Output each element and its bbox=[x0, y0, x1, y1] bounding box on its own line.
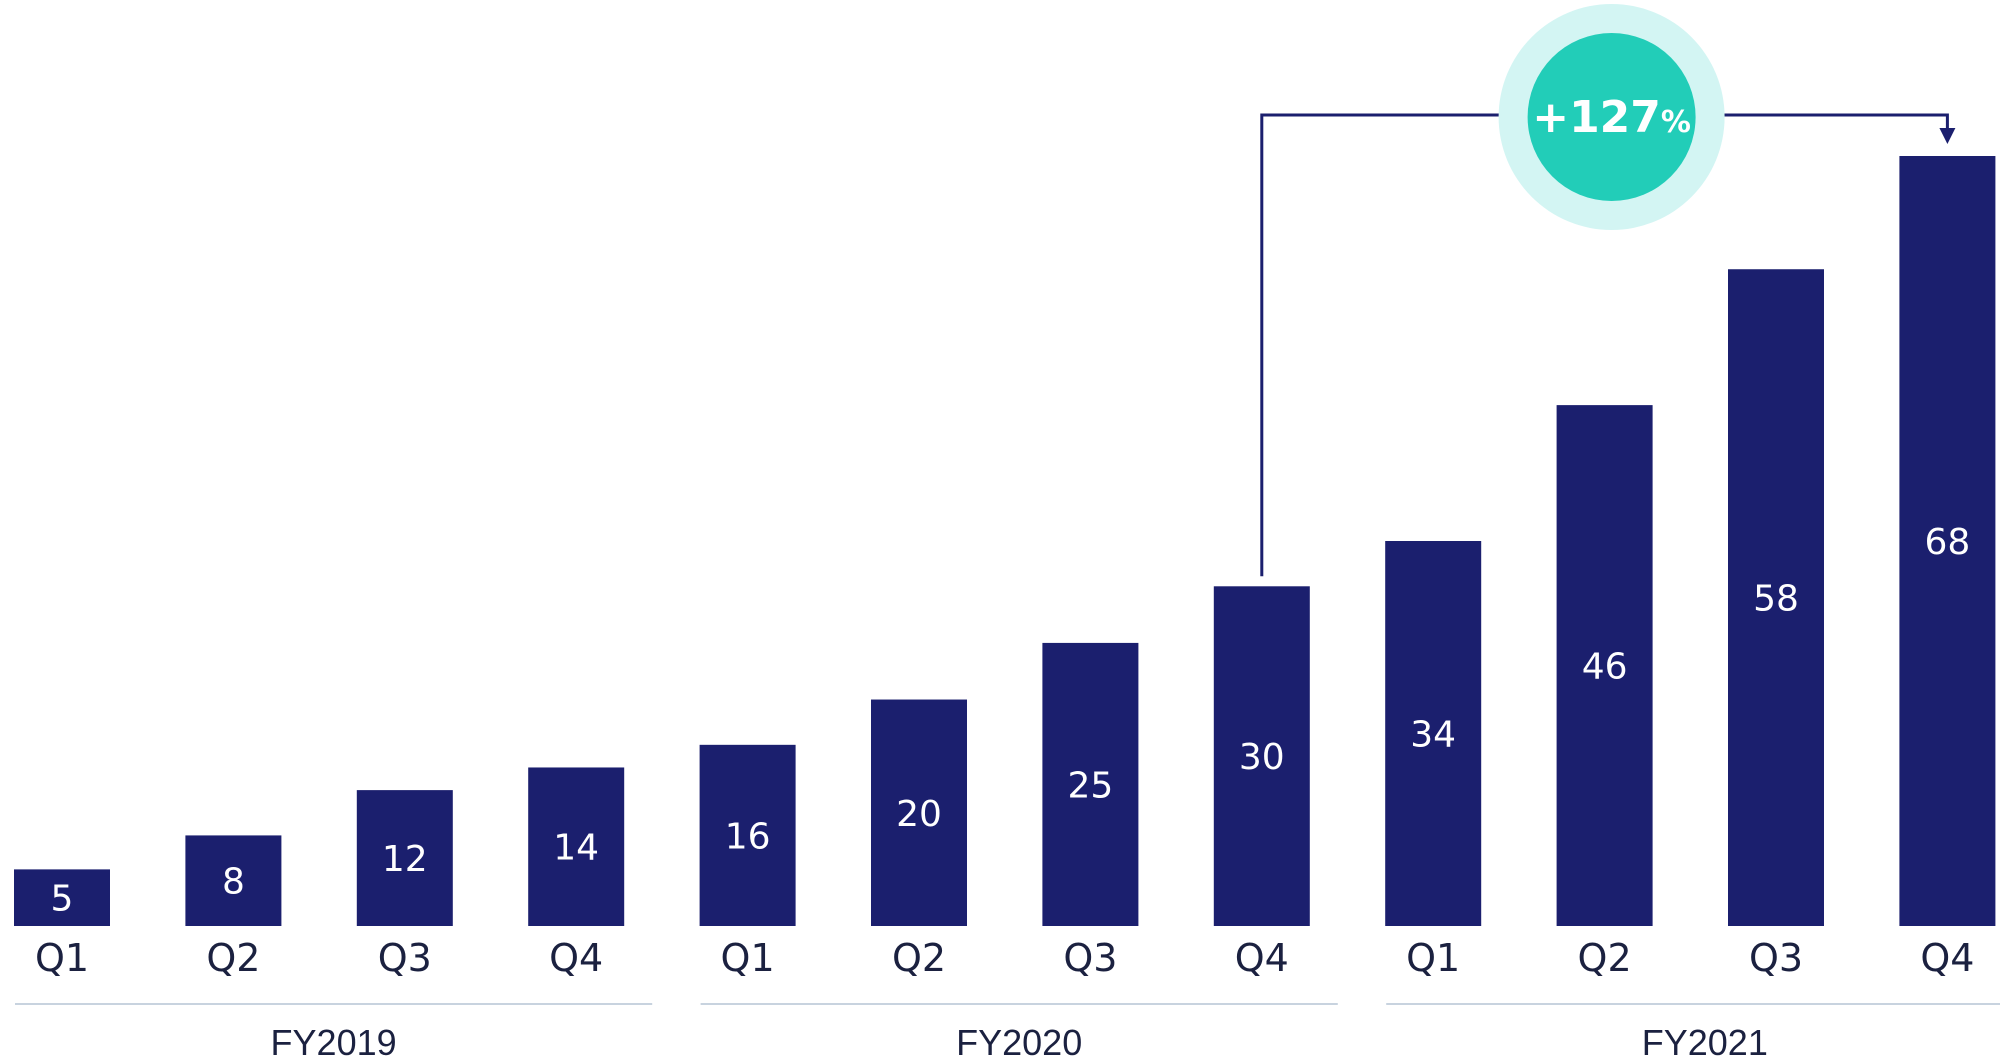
callout-unit: % bbox=[1661, 105, 1691, 140]
x-tick-label: Q4 bbox=[1920, 936, 1974, 980]
group-label-fy2020: FY2020 bbox=[956, 1022, 1082, 1062]
callout-arrowhead bbox=[1939, 128, 1956, 144]
x-tick-label: Q3 bbox=[1749, 936, 1803, 980]
fiscal-year-groups-layer: FY2019 FY2020 FY2021 bbox=[15, 1003, 2000, 1062]
bar-value-label: 8 bbox=[222, 862, 245, 903]
bar-5 bbox=[699, 744, 796, 926]
bar-value-label: 20 bbox=[896, 794, 942, 835]
bar-11 bbox=[1728, 269, 1824, 926]
bar-9 bbox=[1385, 541, 1482, 926]
bar-value-label: 16 bbox=[725, 816, 771, 857]
x-tick-label: Q2 bbox=[206, 936, 260, 980]
group-label-fy2021: FY2021 bbox=[1642, 1022, 1768, 1062]
growth-callout: +127% bbox=[1260, 4, 1956, 577]
bar-value-label: 68 bbox=[1924, 522, 1970, 563]
x-tick-label: Q3 bbox=[1063, 936, 1117, 980]
x-tick-label: Q3 bbox=[378, 936, 432, 980]
x-tick-labels-layer: Q1 Q2 Q3 Q4 Q1 Q2 Q3 Q4 Q1 Q2 Q3 Q4 bbox=[35, 936, 1974, 980]
bar-1 bbox=[14, 869, 110, 926]
bar-6 bbox=[871, 699, 967, 926]
bar-3 bbox=[356, 790, 453, 926]
callout-label: +127% bbox=[1532, 92, 1691, 143]
bars-layer bbox=[14, 156, 1996, 926]
x-tick-label: Q2 bbox=[1578, 936, 1632, 980]
bar-12 bbox=[1899, 156, 1996, 926]
x-tick-label: Q1 bbox=[1406, 936, 1460, 980]
callout-value: +127 bbox=[1532, 92, 1661, 143]
callout-inner-circle bbox=[1527, 33, 1696, 201]
bar-value-label: 14 bbox=[553, 828, 599, 869]
group-label-fy2019: FY2019 bbox=[271, 1022, 397, 1062]
x-tick-label: Q1 bbox=[35, 936, 89, 980]
bar-2 bbox=[185, 835, 282, 926]
bar-value-label: 12 bbox=[382, 839, 428, 880]
bar-value-label: 34 bbox=[1410, 715, 1456, 756]
x-tick-label: Q1 bbox=[721, 936, 775, 980]
bar-value-label: 5 bbox=[51, 879, 74, 920]
bar-7 bbox=[1042, 642, 1139, 926]
bar-value-label: 58 bbox=[1753, 579, 1799, 620]
bar-10 bbox=[1556, 405, 1653, 926]
bar-value-label: 30 bbox=[1239, 737, 1285, 778]
x-tick-label: Q2 bbox=[892, 936, 946, 980]
bar-value-label: 25 bbox=[1067, 765, 1113, 806]
bar-8 bbox=[1213, 586, 1310, 926]
bar-value-label: 46 bbox=[1582, 647, 1628, 688]
x-tick-label: Q4 bbox=[1235, 936, 1289, 980]
x-tick-label: Q4 bbox=[549, 936, 603, 980]
bar-4 bbox=[528, 767, 625, 926]
